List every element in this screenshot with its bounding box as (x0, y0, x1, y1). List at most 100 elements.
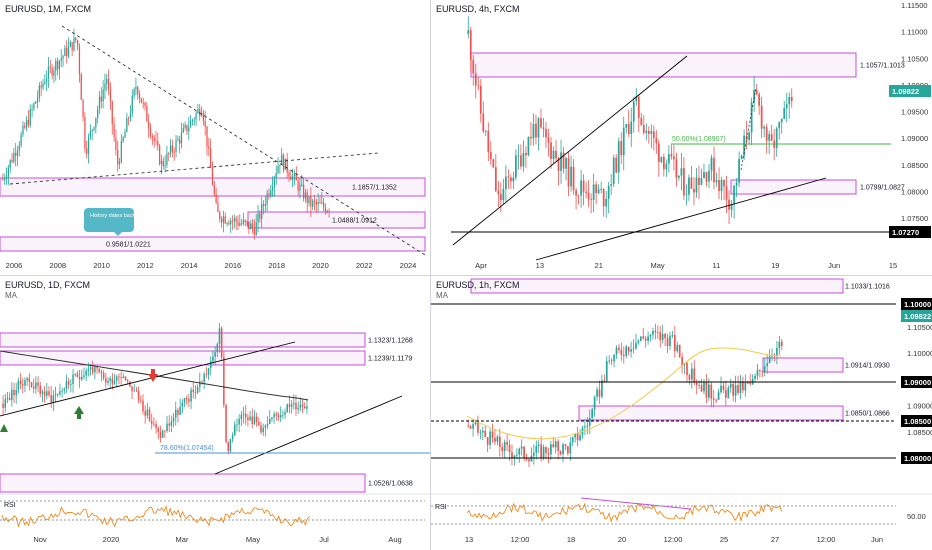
candle-body (226, 223, 228, 224)
monthly-x-tick: 2018 (268, 261, 285, 270)
candle-body (47, 66, 50, 79)
candle-body (496, 436, 499, 442)
candle-body (83, 375, 85, 377)
candle-body (159, 431, 162, 438)
h4-x-tick: Jun (828, 261, 840, 270)
h4-y-tick: 1.11500 (901, 1, 928, 10)
candle-body (522, 153, 525, 167)
h4-price-tag (889, 85, 931, 97)
h4-chart-svg[interactable]: 1.1057/1.1013 1.0799/1.0827 50.00%(1.08907… (431, 0, 932, 275)
candle-body (242, 220, 245, 224)
candle-body (582, 180, 585, 192)
chart-panel-daily[interactable]: 1.1323/1.1268 1.1239/1.1179 1.0526/1.0638 7… (0, 276, 430, 550)
chart-panel-hourly[interactable]: 1.1033/1.1016 1.0914/1.0930 1.0850/1.0866 R… (431, 276, 932, 550)
candle-body (722, 385, 725, 390)
candle-body (613, 354, 615, 362)
candle-body (591, 409, 594, 418)
monthly-chart-svg[interactable]: 1.1857/1.1352 1.0488/1.0912 0.9581/1.0221 H… (0, 0, 430, 275)
candle-body (654, 330, 657, 333)
candle-body (6, 398, 9, 400)
candle-body (33, 103, 35, 109)
hourly-zone (470, 278, 844, 294)
candle-body (506, 441, 508, 445)
candle-body (257, 213, 259, 223)
candle-body (515, 155, 517, 178)
h4-zone-label: 1.1057/1.1013 (860, 63, 905, 70)
candle-body (520, 446, 523, 449)
h4-zone (470, 52, 857, 78)
candle-body (537, 118, 540, 138)
hourly-zone-label: 1.0850/1.0866 (845, 411, 890, 418)
candle-body (673, 335, 676, 352)
h4-y-tick: 1.09000 (901, 134, 928, 143)
candle-body (98, 368, 101, 372)
candle-body (70, 384, 72, 385)
candle-body (557, 158, 560, 171)
candle-body (204, 121, 206, 127)
candle-body (635, 96, 638, 102)
candle-body (567, 446, 569, 454)
candle-body (193, 119, 195, 121)
candle-body (148, 409, 151, 421)
candle-body (647, 336, 649, 341)
hourly-x-tick: 18 (567, 535, 575, 544)
candle-body (671, 335, 674, 336)
candle-body (518, 448, 521, 455)
candle-body (15, 152, 17, 156)
candle-body (179, 406, 181, 415)
candle-body (275, 413, 278, 416)
candle-body (593, 396, 596, 410)
h4-trendline-support (535, 177, 827, 261)
candle-body (308, 195, 310, 204)
candle-body (186, 124, 188, 132)
candle-body (610, 184, 613, 186)
candle-body (723, 179, 725, 187)
candle-body (484, 430, 487, 438)
candle-body (575, 190, 577, 196)
candle-body (620, 141, 623, 156)
candle-body (625, 124, 628, 128)
hourly-chart-svg[interactable]: 1.1033/1.1016 1.0914/1.0930 1.0850/1.0866 R… (431, 276, 932, 550)
buy-arrow (0, 424, 8, 432)
candle-body (259, 213, 261, 219)
candle-body (148, 121, 150, 129)
candle-body (35, 382, 37, 389)
candle-body (94, 367, 96, 373)
candle-body (647, 130, 650, 134)
candle-body (73, 37, 75, 51)
candle-body (64, 47, 66, 57)
candle-body (111, 101, 113, 125)
candle-body (42, 83, 44, 88)
candle-body (153, 423, 155, 425)
candle-body (225, 404, 227, 443)
candle-body (632, 101, 635, 122)
candle-body (202, 113, 204, 122)
candle-body (737, 385, 739, 393)
monthly-x-tick: 2024 (400, 261, 417, 270)
candle-body (126, 118, 128, 133)
monthly-x-tick: 2008 (49, 261, 66, 270)
candle-body (209, 361, 212, 369)
candle-body (191, 120, 194, 121)
candle-body (137, 391, 140, 400)
chart-panel-4h[interactable]: 1.1057/1.1013 1.0799/1.0827 50.00%(1.08907… (431, 0, 932, 275)
candle-body (328, 211, 330, 213)
candle-body (43, 391, 46, 396)
candle-body (140, 98, 143, 103)
candle-body (266, 424, 269, 426)
candle-body (150, 420, 153, 424)
candle-body (180, 132, 183, 144)
h4-y-tick: 1.07500 (901, 214, 928, 223)
candle-body (59, 390, 61, 395)
candle-body (319, 202, 321, 204)
monthly-x-tick: 2010 (93, 261, 110, 270)
candle-body (293, 402, 295, 405)
candle-body (662, 156, 665, 170)
candle-body (146, 106, 148, 122)
candle-body (676, 344, 679, 352)
candle-body (140, 399, 142, 401)
chart-panel-monthly[interactable]: 1.1857/1.1352 1.0488/1.0912 0.9581/1.0221 H… (0, 0, 430, 275)
candle-body (675, 159, 678, 178)
daily-chart-svg[interactable]: 1.1323/1.1268 1.1239/1.1179 1.0526/1.0638 7… (0, 276, 430, 550)
candle-body (30, 381, 33, 387)
